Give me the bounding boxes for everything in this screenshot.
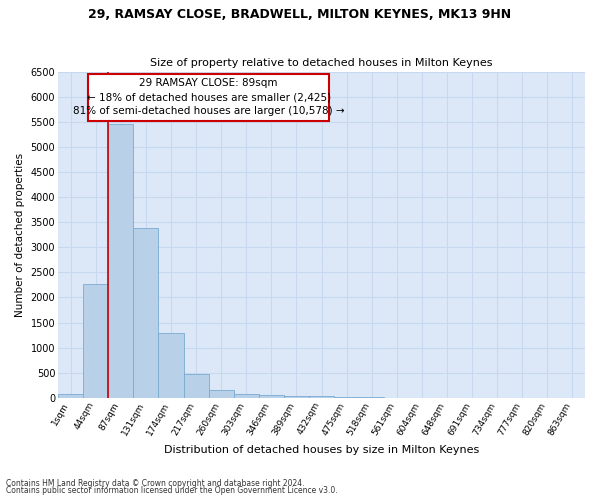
Text: 29 RAMSAY CLOSE: 89sqm
← 18% of detached houses are smaller (2,425)
81% of semi-: 29 RAMSAY CLOSE: 89sqm ← 18% of detached…: [73, 78, 344, 116]
Bar: [133, 228, 158, 398]
Bar: [108, 124, 133, 398]
Bar: [334, 397, 359, 398]
Text: Contains HM Land Registry data © Crown copyright and database right 2024.: Contains HM Land Registry data © Crown c…: [6, 478, 305, 488]
Bar: [234, 394, 259, 398]
Text: 29, RAMSAY CLOSE, BRADWELL, MILTON KEYNES, MK13 9HN: 29, RAMSAY CLOSE, BRADWELL, MILTON KEYNE…: [88, 8, 512, 20]
X-axis label: Distribution of detached houses by size in Milton Keynes: Distribution of detached houses by size …: [164, 445, 479, 455]
Bar: [58, 394, 83, 398]
Bar: [209, 390, 234, 398]
Bar: [309, 396, 334, 398]
Y-axis label: Number of detached properties: Number of detached properties: [15, 152, 25, 317]
Text: Contains public sector information licensed under the Open Government Licence v3: Contains public sector information licen…: [6, 486, 338, 495]
Bar: [284, 396, 309, 398]
Bar: [259, 395, 284, 398]
Title: Size of property relative to detached houses in Milton Keynes: Size of property relative to detached ho…: [150, 58, 493, 68]
Bar: [158, 332, 184, 398]
Bar: [83, 284, 108, 398]
Bar: [184, 374, 209, 398]
FancyBboxPatch shape: [88, 74, 329, 121]
